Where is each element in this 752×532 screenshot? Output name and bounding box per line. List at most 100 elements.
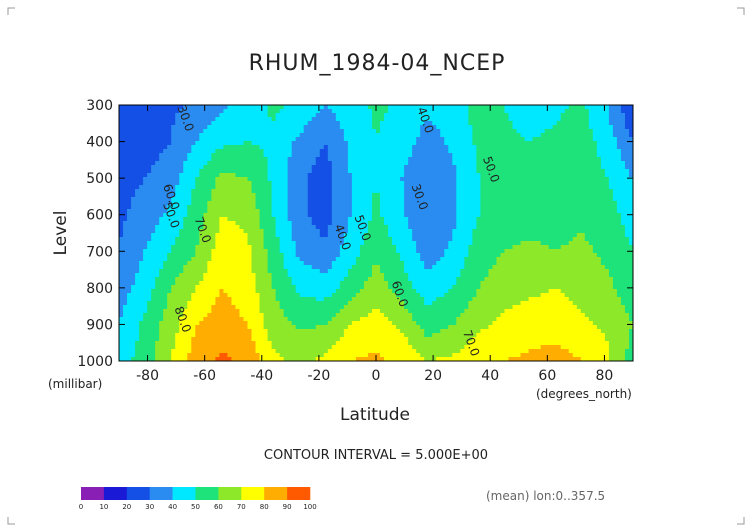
contour-cell xyxy=(355,185,361,190)
contour-cell xyxy=(400,193,405,198)
contour-cell xyxy=(263,213,269,218)
contour-cell xyxy=(235,129,241,134)
contour-cell xyxy=(576,257,582,262)
contour-cell xyxy=(376,189,381,194)
contour-cell xyxy=(203,125,208,130)
contour-cell xyxy=(171,121,176,126)
contour-cell xyxy=(267,157,273,162)
contour-cell xyxy=(628,149,633,154)
contour-cell xyxy=(532,157,538,162)
contour-cell xyxy=(183,149,188,154)
contour-cell xyxy=(183,197,188,202)
contour-cell xyxy=(315,113,321,118)
contour-cell xyxy=(456,113,461,118)
contour-cell xyxy=(351,141,357,146)
contour-cell xyxy=(195,209,200,214)
contour-cell xyxy=(215,193,220,198)
contour-cell xyxy=(388,253,393,258)
contour-cell xyxy=(380,173,385,178)
contour-cell xyxy=(339,257,345,262)
contour-cell xyxy=(303,149,309,154)
contour-cell xyxy=(484,245,490,250)
contour-cell xyxy=(327,157,333,162)
contour-cell xyxy=(339,189,345,194)
contour-cell xyxy=(608,209,614,214)
contour-cell xyxy=(468,193,473,198)
contour-cell xyxy=(512,133,518,138)
contour-cell xyxy=(143,173,148,178)
contour-cell xyxy=(440,253,445,258)
contour-cell xyxy=(351,253,357,258)
contour-cell xyxy=(179,213,184,218)
contour-cell xyxy=(175,253,180,258)
contour-cell xyxy=(528,217,534,222)
contour-cell xyxy=(255,213,261,218)
contour-cell xyxy=(560,193,566,198)
contour-cell xyxy=(323,253,329,258)
contour-cell xyxy=(512,189,518,194)
contour-cell xyxy=(456,197,461,202)
contour-cell xyxy=(532,165,538,170)
contour-cell xyxy=(371,133,377,138)
contour-cell xyxy=(211,157,216,162)
contour-cell xyxy=(452,221,457,226)
contour-cell xyxy=(191,257,196,262)
contour-cell xyxy=(231,225,237,230)
contour-cell xyxy=(492,225,498,230)
contour-cell xyxy=(151,169,156,174)
contour-cell xyxy=(552,229,558,234)
contour-cell xyxy=(203,205,208,210)
contour-cell xyxy=(179,117,184,122)
contour-cell xyxy=(219,161,225,166)
contour-cell xyxy=(616,149,622,154)
contour-cell xyxy=(600,197,606,202)
contour-cell xyxy=(476,217,482,222)
contour-cell xyxy=(592,125,598,130)
contour-cell xyxy=(323,177,329,182)
contour-cell xyxy=(347,121,353,126)
contour-cell xyxy=(119,185,124,190)
contour-cell xyxy=(452,125,457,130)
contour-cell xyxy=(251,137,257,142)
contour-cell xyxy=(175,257,180,262)
contour-cell xyxy=(504,137,510,142)
contour-cell xyxy=(412,157,417,162)
contour-cell xyxy=(183,121,188,126)
contour-cell xyxy=(279,157,285,162)
contour-cell xyxy=(600,201,606,206)
contour-cell xyxy=(416,165,421,170)
contour-cell xyxy=(524,225,530,230)
contour-cell xyxy=(612,141,618,146)
contour-cell xyxy=(187,117,192,122)
contour-cell xyxy=(119,117,124,122)
contour-cell xyxy=(211,125,216,130)
contour-cell xyxy=(564,197,570,202)
contour-cell xyxy=(127,245,132,250)
contour-cell xyxy=(131,161,136,166)
contour-cell xyxy=(580,137,586,142)
contour-cell xyxy=(127,185,132,190)
contour-cell xyxy=(335,141,341,146)
contour-cell xyxy=(311,181,317,186)
contour-cell xyxy=(311,149,317,154)
contour-cell xyxy=(580,125,586,130)
contour-cell xyxy=(235,149,241,154)
contour-cell xyxy=(600,181,606,186)
contour-cell xyxy=(484,141,490,146)
contour-cell xyxy=(564,229,570,234)
contour-cell xyxy=(376,193,381,198)
contour-cell xyxy=(359,117,365,122)
contour-cell xyxy=(540,189,546,194)
contour-cell xyxy=(163,173,168,178)
contour-cell xyxy=(155,153,160,158)
contour-cell xyxy=(239,129,245,134)
contour-cell xyxy=(420,177,425,182)
contour-cell xyxy=(620,157,626,162)
contour-cell xyxy=(283,205,289,210)
contour-cell xyxy=(508,249,514,254)
contour-cell xyxy=(504,177,510,182)
contour-cell xyxy=(408,117,413,122)
contour-cell xyxy=(331,169,337,174)
contour-cell xyxy=(211,217,216,222)
contour-cell xyxy=(400,157,405,162)
